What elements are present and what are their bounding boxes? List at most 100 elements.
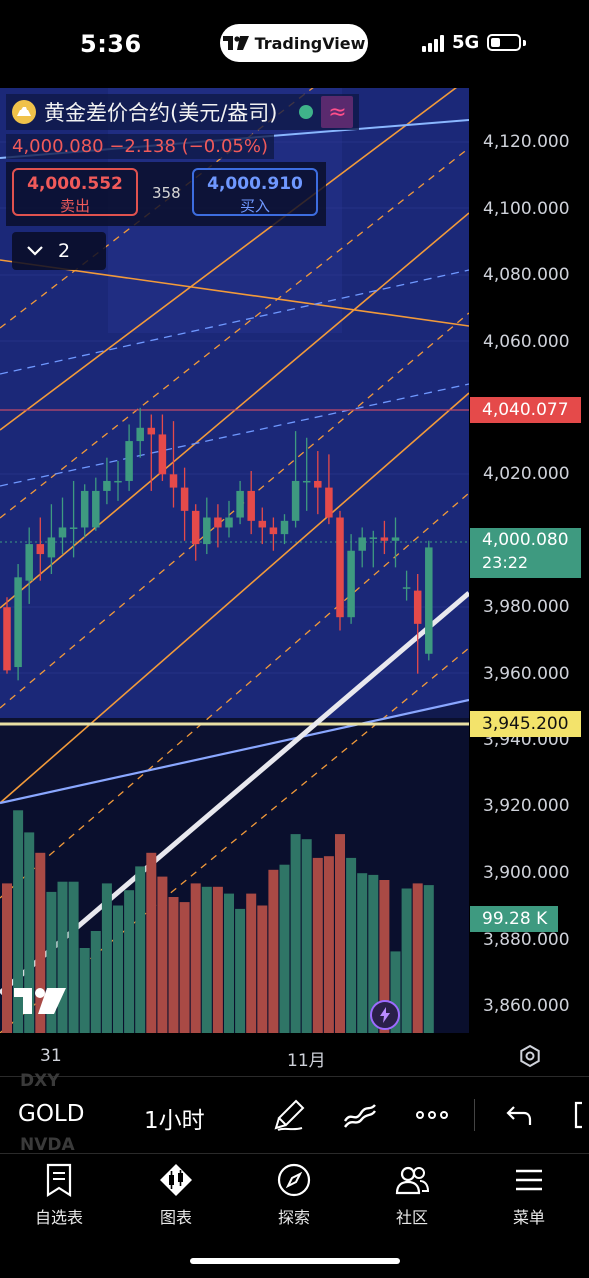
price-chart[interactable] bbox=[0, 88, 589, 1038]
sell-button[interactable]: 4,000.552 卖出 bbox=[12, 168, 138, 216]
tab-chart[interactable]: 图表 bbox=[126, 1162, 226, 1228]
candle-body bbox=[413, 590, 422, 624]
chart-area[interactable]: 黄金差价合约(美元/盎司) ≈ 4,000.080 −2.138 (−0.05%… bbox=[0, 88, 589, 1038]
indicators-icon[interactable] bbox=[342, 1097, 378, 1133]
tab-label: 社区 bbox=[395, 1208, 428, 1227]
volume-bar bbox=[335, 834, 345, 1033]
candle-body bbox=[425, 547, 433, 654]
battery-icon bbox=[487, 34, 522, 51]
volume-bar bbox=[135, 866, 146, 1033]
clock: 5:36 bbox=[80, 30, 142, 58]
candle-body bbox=[269, 527, 278, 535]
price-tick: 4,080.000 bbox=[483, 265, 570, 285]
volume-bars bbox=[2, 810, 434, 1033]
chart-toolbar: DXY GOLD NVDA 1小时 bbox=[0, 1071, 589, 1155]
symbol-legend[interactable]: 黄金差价合约(美元/盎司) ≈ bbox=[6, 94, 360, 130]
candle-body bbox=[14, 577, 22, 668]
candle-body bbox=[36, 544, 45, 555]
candle-body bbox=[325, 487, 333, 518]
gold-coin-icon bbox=[12, 100, 36, 124]
volume-bar bbox=[390, 951, 401, 1033]
time-axis[interactable]: 31 11月 bbox=[0, 1038, 589, 1076]
volume-bar bbox=[13, 810, 24, 1033]
candle-body bbox=[347, 550, 355, 618]
drawings bbox=[0, 88, 469, 1033]
candle-body bbox=[258, 520, 267, 528]
volume-bar bbox=[379, 880, 390, 1033]
price-tick: 3,880.000 bbox=[483, 930, 570, 950]
volume-bar bbox=[57, 881, 68, 1033]
indicators-toggle-button[interactable]: 2 bbox=[12, 232, 106, 270]
volume-value-tag: 99.28 K bbox=[470, 906, 558, 932]
candle-body bbox=[236, 490, 244, 518]
bolt-icon[interactable] bbox=[370, 1000, 400, 1030]
candle-body bbox=[158, 434, 167, 475]
volume-bar bbox=[157, 876, 168, 1033]
tradingview-pill[interactable]: TradingView bbox=[220, 24, 368, 62]
community-icon bbox=[395, 1166, 430, 1195]
system-indicators: 5G bbox=[422, 32, 527, 53]
price-tick: 3,860.000 bbox=[483, 996, 570, 1016]
candle-body bbox=[58, 527, 67, 538]
candle-body bbox=[391, 537, 400, 541]
candle-body bbox=[191, 510, 200, 545]
price-tick: 4,060.000 bbox=[483, 332, 570, 352]
candle-body bbox=[280, 520, 289, 535]
candle-body bbox=[336, 517, 344, 618]
symbol-button[interactable]: GOLD bbox=[18, 1101, 85, 1127]
volume-bar bbox=[146, 852, 157, 1033]
candles bbox=[3, 407, 433, 681]
indicators-count: 2 bbox=[58, 240, 71, 262]
candle-body bbox=[291, 480, 300, 521]
tab-watchlist[interactable]: 自选表 bbox=[9, 1162, 109, 1228]
tab-community[interactable]: 社区 bbox=[362, 1162, 462, 1228]
price-tick: 3,900.000 bbox=[483, 863, 570, 883]
quote-panel: 4,000.552 卖出 358 4,000.910 买入 bbox=[6, 162, 326, 226]
tab-menu[interactable]: 菜单 bbox=[479, 1162, 579, 1228]
volume-bar bbox=[24, 832, 35, 1033]
more-icon[interactable] bbox=[414, 1097, 450, 1133]
volume-bar bbox=[346, 857, 357, 1033]
brush-icon[interactable] bbox=[272, 1097, 308, 1133]
candle-body bbox=[92, 490, 100, 528]
divider bbox=[0, 1076, 589, 1077]
yellow-level-tag[interactable]: 3,945.200 bbox=[470, 711, 581, 737]
undo-icon[interactable] bbox=[500, 1097, 536, 1133]
price-tick: 4,100.000 bbox=[483, 199, 570, 219]
ghost-symbol-below: NVDA bbox=[20, 1135, 75, 1155]
volume-bar bbox=[201, 886, 212, 1033]
volume-bar bbox=[46, 891, 57, 1033]
volume-bar bbox=[312, 857, 323, 1033]
bar-countdown: 23:22 bbox=[482, 553, 529, 572]
tab-label: 自选表 bbox=[34, 1208, 83, 1227]
wave-icon[interactable]: ≈ bbox=[321, 96, 354, 128]
timeframe-button[interactable]: 1小时 bbox=[144, 1108, 205, 1134]
tab-label: 菜单 bbox=[512, 1208, 545, 1227]
volume-bar bbox=[179, 902, 190, 1033]
pitchfork-solid-lines bbox=[0, 88, 469, 804]
candle-body bbox=[180, 487, 189, 511]
buy-button[interactable]: 4,000.910 买入 bbox=[192, 168, 318, 216]
symbol-name: 黄金差价合约(美元/盎司) bbox=[44, 101, 278, 125]
tab-explore[interactable]: 探索 bbox=[244, 1162, 344, 1228]
watchlist-icon bbox=[46, 1163, 72, 1198]
signal-bars-icon bbox=[422, 34, 444, 52]
gear-icon[interactable] bbox=[518, 1044, 542, 1068]
red-level-tag[interactable]: 4,040.077 bbox=[470, 397, 581, 423]
home-indicator[interactable] bbox=[190, 1258, 400, 1264]
fullscreen-icon[interactable] bbox=[568, 1097, 589, 1133]
volume-bar bbox=[423, 885, 434, 1033]
candle-body bbox=[203, 517, 211, 545]
tab-label: 探索 bbox=[277, 1208, 310, 1227]
current-price-value: 4,000.080 bbox=[482, 530, 569, 550]
chevron-down-icon bbox=[27, 246, 43, 256]
candle-body bbox=[47, 537, 56, 558]
app-pill-label: TradingView bbox=[254, 33, 366, 53]
volume-bar bbox=[301, 839, 312, 1033]
chart-icon bbox=[160, 1164, 192, 1196]
current-price-tag[interactable]: 4,000.080 23:22 bbox=[470, 528, 581, 578]
candle-body bbox=[225, 517, 233, 528]
blue-dashed-lines bbox=[0, 269, 469, 487]
volume-bar bbox=[401, 888, 412, 1033]
time-tick: 11月 bbox=[287, 1051, 326, 1071]
